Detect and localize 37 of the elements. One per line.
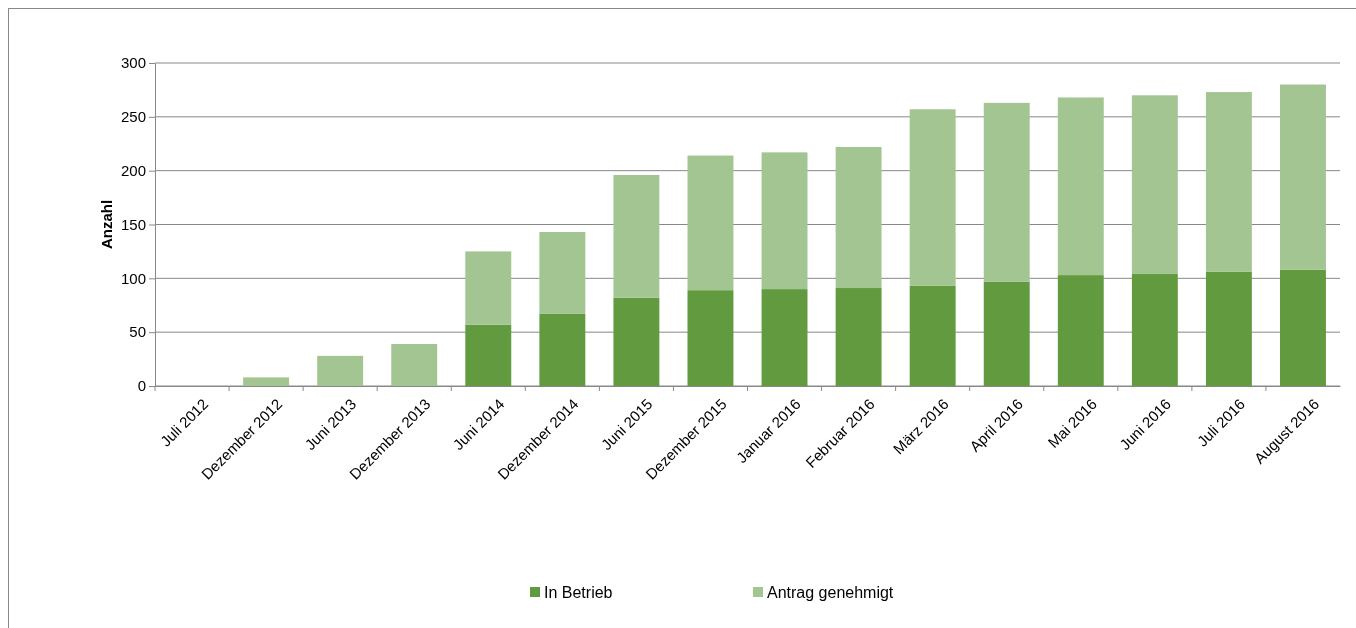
bar [539,232,586,314]
bar [983,102,1030,282]
bar [1280,269,1326,386]
bar [1057,275,1104,386]
y-tick-label: 200 [120,161,146,179]
y-tick-label: 0 [137,377,146,395]
bar [465,251,512,325]
bar [761,152,808,290]
bar [465,324,512,386]
bar [983,281,1030,386]
bar [317,355,364,386]
y-tick-label: 150 [120,215,146,233]
bar [1057,97,1104,276]
y-tick-label: 100 [120,269,146,287]
bar [687,290,734,386]
bar [613,297,660,386]
legend-label: Antrag genehmigt [767,583,894,601]
bar [761,289,808,386]
bar [1205,271,1252,386]
bar [391,344,438,386]
bar [539,313,586,386]
bar [613,174,660,298]
bar [243,377,290,386]
bar [909,285,956,386]
bar [1131,95,1178,275]
bar [687,155,734,291]
bar [909,109,956,286]
y-axis-title: Anzahl [98,199,115,250]
bar [1280,84,1326,270]
bar [835,146,882,289]
y-tick-label: 250 [120,108,146,126]
bar [1205,92,1252,272]
bar [835,288,882,386]
legend-label: In Betrieb [544,583,613,601]
y-tick-label: 50 [129,323,146,341]
y-tick-label: 300 [120,54,146,72]
bar [1131,274,1178,386]
